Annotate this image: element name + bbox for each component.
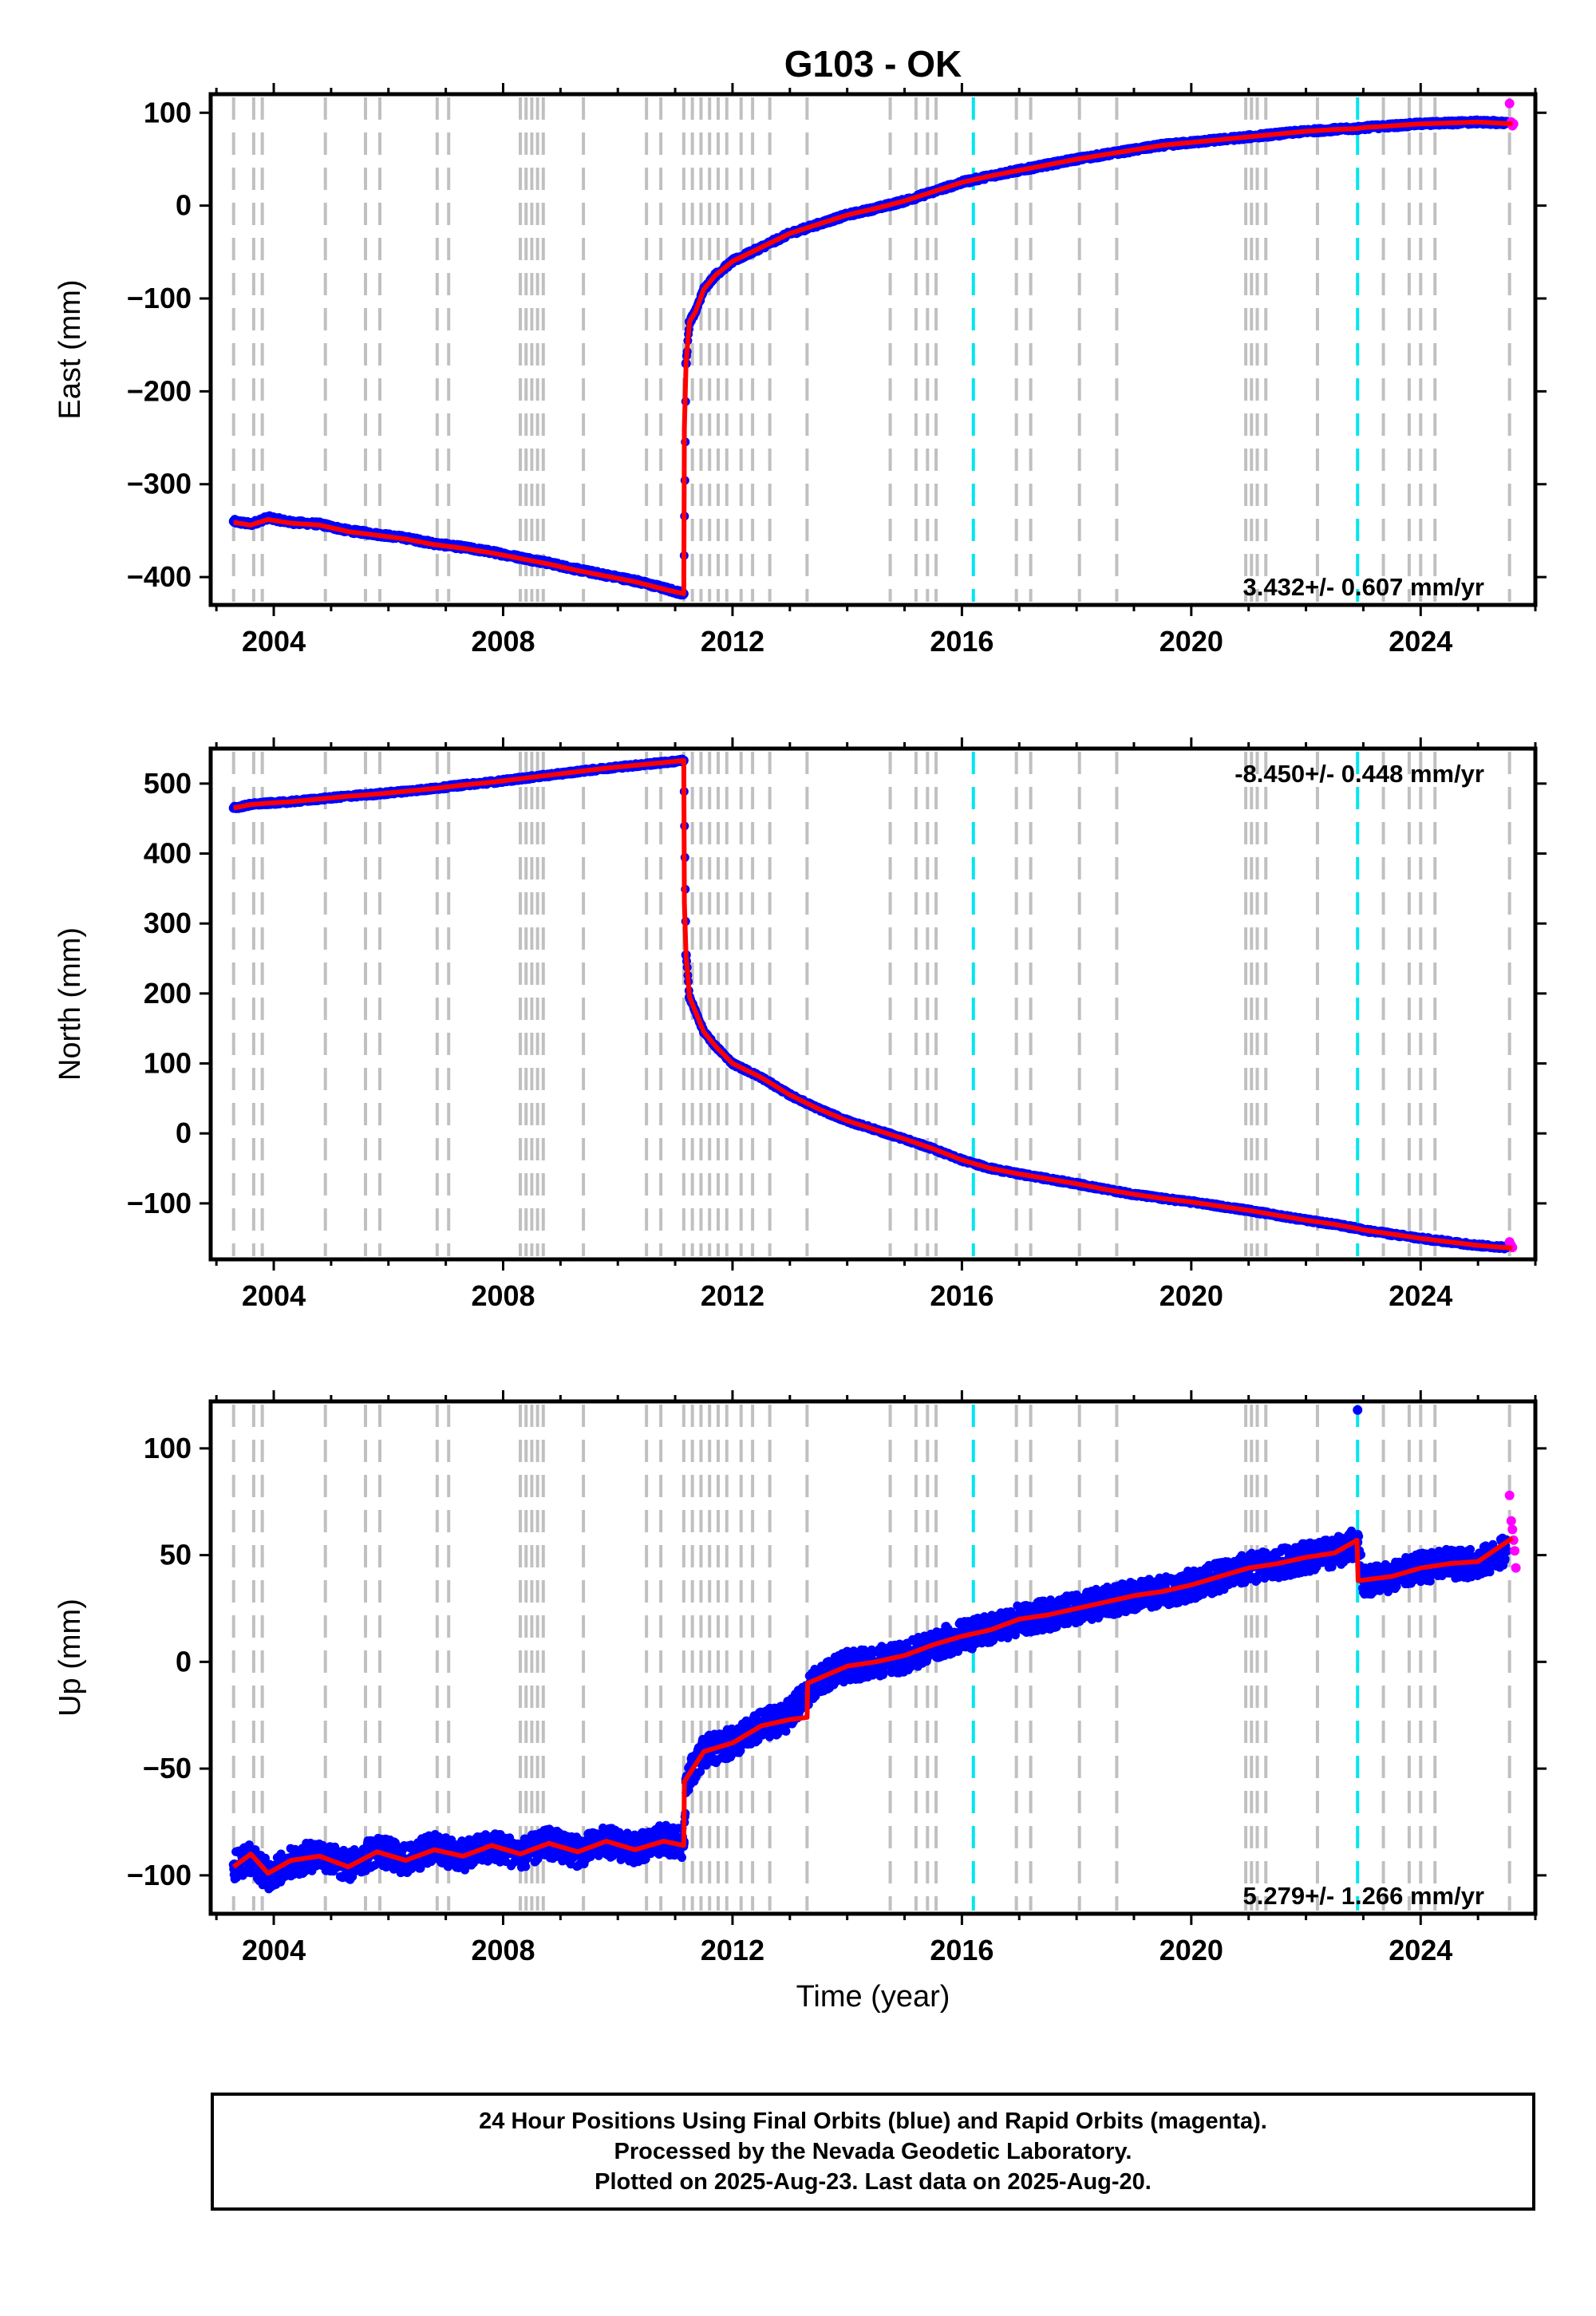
y-tick-label: 0 (176, 189, 192, 222)
plot-area (228, 98, 1519, 600)
x-tick-label: 2016 (930, 625, 994, 658)
rapid-orbit-point (1504, 98, 1515, 109)
y-tick-label: −300 (127, 468, 192, 500)
y-tick-label: −400 (127, 560, 192, 593)
y-tick-label: 100 (144, 96, 192, 128)
x-tick-label: 2020 (1159, 625, 1223, 658)
y-tick-label: −100 (127, 282, 192, 314)
model-fit-line (233, 119, 1513, 596)
x-tick-label: 2008 (471, 625, 535, 658)
plot-frame (208, 92, 1538, 607)
y-tick-label: −200 (127, 374, 192, 407)
y-axis-label: East (mm) (53, 279, 87, 419)
x-tick-label: 2004 (242, 625, 306, 658)
x-tick-label: 2012 (701, 625, 764, 658)
chart-title: G103 - OK (784, 43, 962, 85)
x-tick-label: 2024 (1389, 625, 1452, 658)
velocity-label: 3.432+/- 0.607 mm/yr (1243, 573, 1484, 601)
panel-north: 2004 2008 2012 2016 2020 2024−100010020030040… (53, 737, 1547, 1312)
panel-east: 2004 2008 2012 2016 2020 2024 −400 −300 −200 −100… (53, 83, 1547, 658)
plot-area (228, 754, 1518, 1254)
